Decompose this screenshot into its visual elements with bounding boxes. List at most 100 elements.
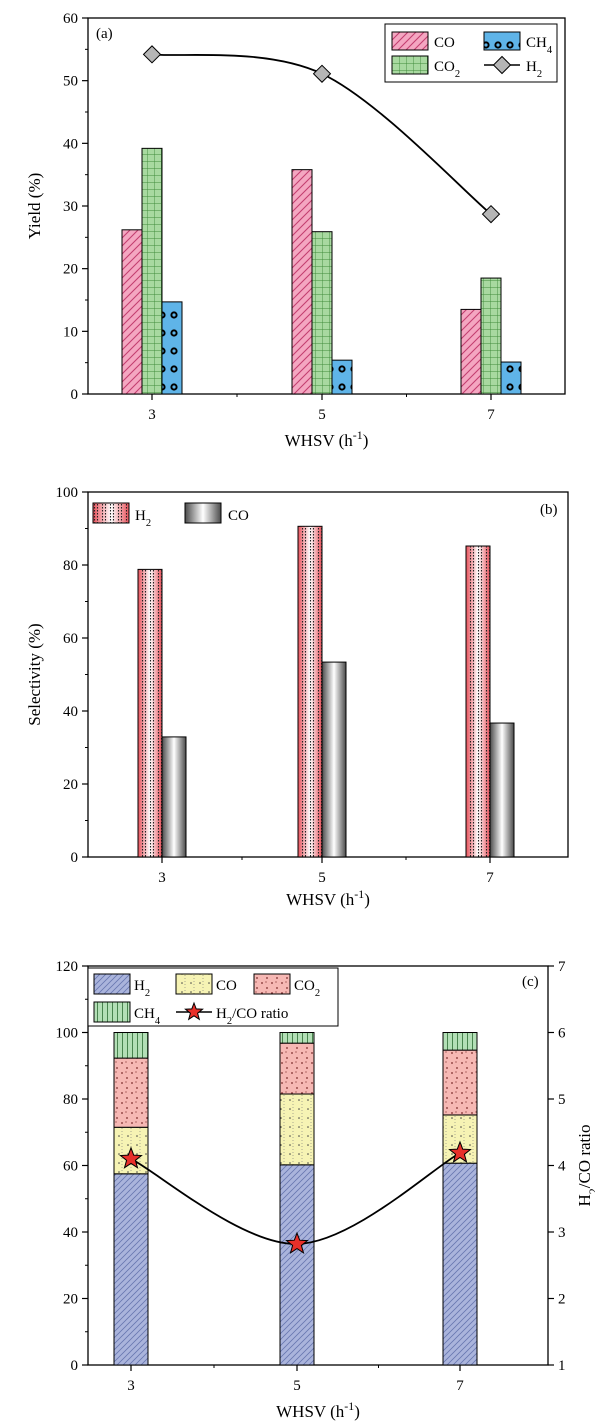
legend-label: CH4 (134, 1006, 161, 1027)
y-tick-label: 80 (63, 558, 78, 574)
bar (311, 231, 333, 395)
h2-diamond-point (481, 204, 501, 224)
legend-swatch (253, 973, 291, 995)
y2-tick-label: 7 (558, 959, 566, 975)
x-tick-label: 7 (486, 870, 494, 886)
y-tick-label: 30 (63, 199, 78, 215)
y-tick-label: 100 (56, 1026, 79, 1042)
x-tick-label: 5 (318, 870, 326, 886)
y2-tick-label: 6 (558, 1026, 566, 1042)
y-axis-label: Yield (%) (25, 173, 44, 240)
h2-diamond-point (142, 45, 162, 64)
chart-panel-c: 0 20 40 60 80 100 120 3 5 7 WHSV (h-1) 1 2 3 4 5 6 7 H2/CO… (56, 959, 595, 1421)
panel-label: (b) (540, 502, 558, 518)
x-axis-label: WHSV (h-1) (276, 1399, 360, 1421)
y2-axis-label: H2/CO ratio (575, 1125, 595, 1207)
y2-tick-label: 4 (558, 1159, 566, 1175)
y-tick-label: 0 (71, 387, 79, 403)
panel-label: (a) (96, 26, 113, 42)
bar (161, 301, 183, 395)
ratio-star-point (285, 1231, 309, 1255)
y-tick-label: 60 (63, 631, 78, 647)
legend-label: CO (228, 508, 249, 524)
legend-label: CO (216, 978, 237, 994)
legend-label: H2 (134, 978, 150, 999)
x-tick-label: 7 (456, 1378, 464, 1394)
legend-swatch (93, 973, 131, 995)
x-tick-label: 3 (158, 870, 166, 886)
bar (141, 147, 163, 395)
x-tick-label: 7 (487, 407, 495, 423)
x-tick-label: 5 (293, 1378, 301, 1394)
bar (331, 359, 353, 395)
y2-tick-label: 1 (558, 1358, 566, 1374)
y-tick-label: 120 (56, 959, 79, 975)
legend-swatch (483, 31, 521, 51)
legend-swatch (93, 1001, 131, 1023)
y-axis-label: Selectivity (%) (25, 623, 44, 725)
y-tick-label: 40 (63, 704, 78, 720)
chart-panel-a: 0 10 20 30 40 50 60 3 5 7 WHSV (h-1) Yield (%) (a) CO… (25, 11, 566, 450)
legend-label: CO (434, 35, 455, 51)
legend-marker (184, 1001, 204, 1021)
legend-swatch-pattern (93, 503, 129, 523)
legend-swatch (391, 55, 429, 75)
panel-label: (c) (522, 974, 539, 990)
y-tick-label: 40 (63, 136, 78, 152)
y-tick-label: 10 (63, 324, 78, 340)
stack-segment (442, 1049, 478, 1116)
legend-swatch (175, 973, 213, 995)
legend-marker (492, 55, 512, 75)
bar (480, 277, 502, 395)
x-tick-label: 3 (127, 1378, 135, 1394)
stack-segment (442, 1162, 478, 1366)
y-tick-label: 20 (63, 777, 78, 793)
bar-pattern (298, 526, 322, 857)
legend: CO CH4 CO2 H2 (384, 23, 558, 83)
bar (489, 722, 515, 858)
y-tick-label: 20 (63, 1292, 78, 1308)
y-tick-label: 20 (63, 262, 78, 278)
bar (291, 169, 313, 395)
y-tick-label: 0 (71, 850, 79, 866)
y-tick-label: 40 (63, 1225, 78, 1241)
bar (121, 229, 143, 395)
x-tick-label: 5 (318, 407, 326, 423)
legend-label: CO2 (434, 59, 460, 80)
y2-tick-label: 2 (558, 1292, 566, 1308)
ratio-star-point (448, 1140, 472, 1163)
stack-segment (279, 1164, 315, 1366)
legend-label: H2 (526, 59, 542, 80)
y2-tick-label: 3 (558, 1225, 566, 1241)
bar (500, 361, 522, 395)
stack-segment (113, 1032, 149, 1059)
stack-segment (279, 1093, 315, 1166)
bar-pattern (138, 569, 162, 857)
legend-swatch (391, 31, 429, 51)
y-tick-label: 60 (63, 1159, 78, 1175)
bar (321, 661, 347, 858)
legend-label: CO2 (294, 978, 320, 999)
stack-segment (279, 1032, 315, 1044)
y-tick-label: 80 (63, 1092, 78, 1108)
x-axis-label: WHSV (h-1) (285, 428, 369, 450)
legend: H2 CO CO2 CH4 H2/CO ratio (87, 967, 339, 1027)
x-tick-label: 3 (148, 407, 156, 423)
chart-panel-b: 0 20 40 60 80 100 3 5 7 WHSV (h-1) Selectivity (%)… (25, 485, 569, 909)
y-tick-label: 100 (56, 485, 79, 501)
legend-label: H2 (135, 508, 151, 529)
stack-segment (279, 1042, 315, 1095)
legend-label: H2/CO ratio (216, 1006, 288, 1027)
bar-pattern (466, 546, 490, 857)
y2-tick-label: 5 (558, 1092, 566, 1108)
h2-diamond-point (312, 64, 332, 83)
stack-segment (113, 1057, 149, 1128)
y-tick-label: 60 (63, 11, 78, 27)
y-tick-label: 0 (71, 1358, 79, 1374)
ratio-star-point (119, 1146, 143, 1169)
legend-label: CH4 (526, 35, 553, 56)
y-tick-label: 50 (63, 74, 78, 90)
bar (161, 736, 187, 858)
stack-segment (113, 1173, 149, 1366)
bar (460, 308, 482, 395)
